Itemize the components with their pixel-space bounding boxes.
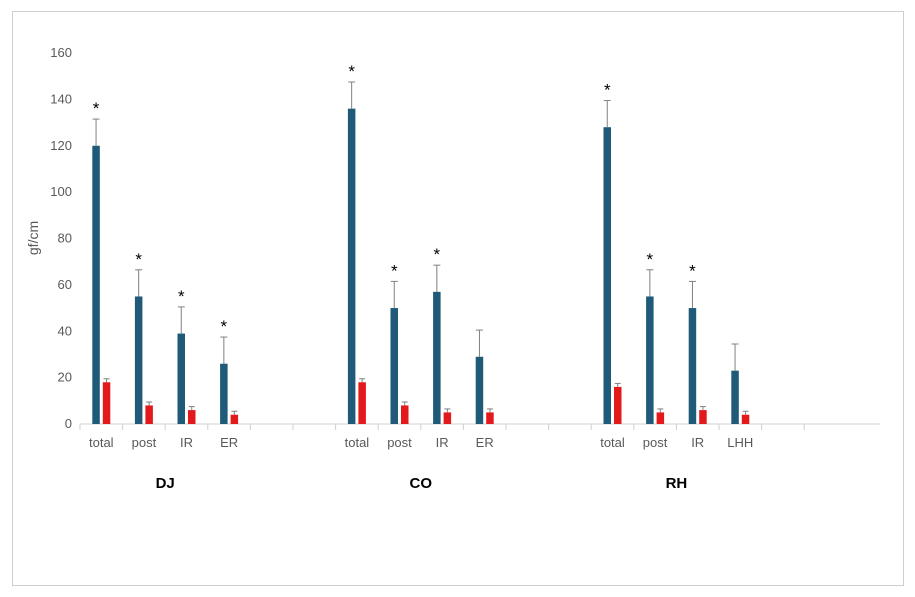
category-labels: total post IR ER DJ total post IR ER CO total post I… bbox=[89, 435, 753, 492]
significance-marker: * bbox=[348, 62, 355, 81]
x-tick-label: post bbox=[387, 435, 412, 450]
y-axis-ticks: 0 20 40 60 80 100 120 140 160 bbox=[50, 45, 72, 431]
significance-marker: * bbox=[647, 250, 654, 269]
bar-series1 bbox=[390, 308, 398, 424]
bar-series2 bbox=[656, 412, 665, 424]
bar-series2 bbox=[145, 405, 153, 424]
bar-series1 bbox=[134, 296, 143, 424]
y-tick-label: 120 bbox=[50, 138, 72, 153]
x-tick-label: total bbox=[345, 435, 370, 450]
bar-series1 bbox=[646, 296, 654, 424]
chart-frame bbox=[12, 11, 904, 586]
x-tick-label: total bbox=[600, 435, 625, 450]
bar-series2 bbox=[443, 412, 452, 424]
bar-series1 bbox=[433, 291, 441, 424]
bar-series2 bbox=[102, 382, 111, 424]
significance-marker: * bbox=[604, 81, 611, 100]
bar-series1 bbox=[177, 333, 185, 424]
significance-marker: * bbox=[178, 287, 185, 306]
bar-series1 bbox=[220, 363, 228, 424]
significance-marker: * bbox=[391, 261, 398, 280]
bar-series2 bbox=[699, 410, 707, 424]
group-label: RH bbox=[666, 475, 688, 492]
x-tick-label: IR bbox=[436, 435, 449, 450]
x-tick-label: total bbox=[89, 435, 114, 450]
bars-layer: * * * * * * * * * * bbox=[92, 62, 750, 425]
y-tick-label: 0 bbox=[65, 416, 72, 431]
bar-series2 bbox=[614, 386, 622, 424]
x-tick-label: IR bbox=[691, 435, 704, 450]
bar-series2 bbox=[230, 414, 239, 424]
x-tick-label: IR bbox=[180, 435, 193, 450]
bar-series2 bbox=[486, 412, 494, 424]
x-tick-label: LHH bbox=[727, 435, 753, 450]
significance-marker: * bbox=[135, 250, 142, 269]
significance-marker: * bbox=[93, 99, 100, 118]
significance-marker: * bbox=[221, 317, 228, 336]
bar-series1 bbox=[731, 370, 739, 424]
x-tick-label: ER bbox=[220, 435, 238, 450]
group-label: DJ bbox=[156, 475, 175, 492]
bar-series1 bbox=[92, 145, 100, 424]
significance-marker: * bbox=[689, 261, 696, 280]
bar-series1 bbox=[688, 308, 697, 424]
x-axis bbox=[79, 423, 880, 430]
x-tick-label: ER bbox=[476, 435, 494, 450]
bar-series2 bbox=[401, 405, 409, 424]
group-label: CO bbox=[410, 475, 433, 492]
bar-series2 bbox=[188, 410, 196, 424]
x-tick-label: post bbox=[132, 435, 157, 450]
bar-series1 bbox=[475, 356, 484, 424]
y-tick-label: 140 bbox=[50, 91, 72, 106]
bar-series1 bbox=[603, 127, 611, 424]
y-tick-label: 40 bbox=[58, 323, 72, 338]
bar-series1 bbox=[347, 108, 356, 425]
y-tick-label: 60 bbox=[58, 277, 72, 292]
bar-series2 bbox=[358, 382, 366, 424]
y-tick-label: 80 bbox=[58, 231, 72, 246]
y-tick-label: 160 bbox=[50, 45, 72, 60]
y-tick-label: 100 bbox=[50, 184, 72, 199]
significance-marker: * bbox=[434, 245, 441, 264]
y-tick-label: 20 bbox=[58, 370, 72, 385]
x-tick-label: post bbox=[643, 435, 668, 450]
y-axis-label: gf/cm bbox=[25, 221, 41, 255]
bar-series2 bbox=[741, 414, 750, 424]
